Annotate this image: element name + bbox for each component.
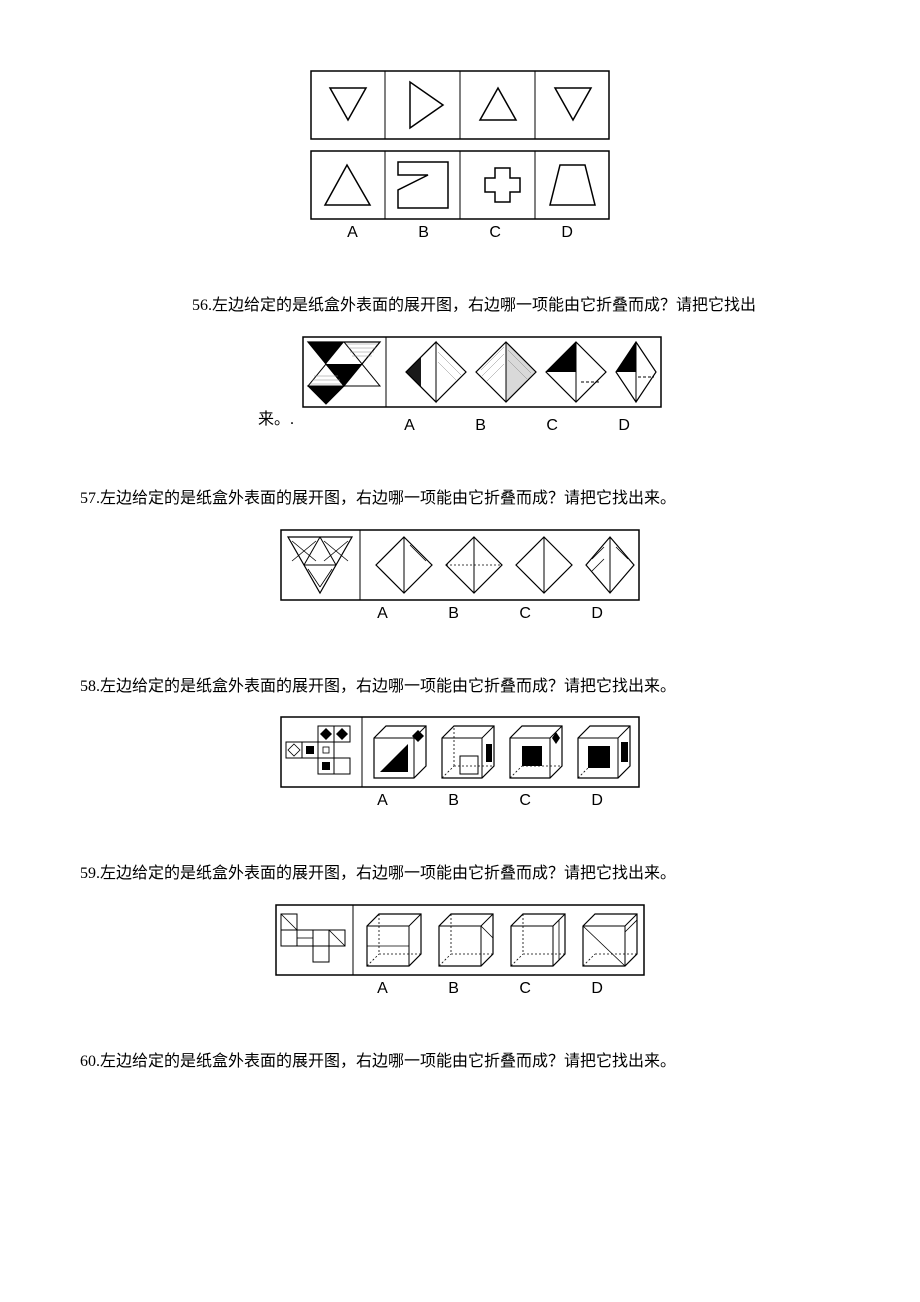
- q56-text: 56.左边给定的是纸盒外表面的展开图，右边哪一项能由它折叠而成？请把它找出: [80, 292, 840, 321]
- q58-label-a: A: [377, 792, 388, 810]
- q55-row2-svg: [310, 150, 610, 220]
- q58-figure: A B C D: [80, 716, 840, 810]
- q57-label-d: D: [591, 605, 603, 623]
- q56-label-a: A: [404, 417, 415, 435]
- q59-figure: A B C D: [80, 904, 840, 998]
- q59-label-b: B: [448, 980, 459, 998]
- q60-number: 60.: [80, 1053, 100, 1070]
- question-59: 59.左边给定的是纸盒外表面的展开图，右边哪一项能由它折叠而成？请把它找出来。: [80, 860, 840, 998]
- question-58: 58.左边给定的是纸盒外表面的展开图，右边哪一项能由它折叠而成？请把它找出来。: [80, 673, 840, 811]
- q57-figure: A B C D: [80, 529, 840, 623]
- q56-text-part1: 左边给定的是纸盒外表面的展开图，右边哪一项能由它折叠而成？请把它找出: [212, 297, 756, 314]
- q58-label-b: B: [448, 792, 459, 810]
- q56-labels: A B C D: [372, 417, 662, 435]
- q59-number: 59.: [80, 865, 100, 882]
- q57-number: 57.: [80, 490, 100, 507]
- q59-labels: A B C D: [140, 980, 840, 998]
- q56-label-c: C: [546, 417, 558, 435]
- q58-text-body: 左边给定的是纸盒外表面的展开图，右边哪一项能由它折叠而成？请把它找出来。: [100, 678, 676, 695]
- q56-text-part2: 来。.: [258, 405, 294, 435]
- q57-label-c: C: [519, 605, 531, 623]
- question-55-figure-block: A B C D: [80, 70, 840, 242]
- question-60: 60.左边给定的是纸盒外表面的展开图，右边哪一项能由它折叠而成？请把它找出来。: [80, 1048, 840, 1077]
- q55-row1-svg: [310, 70, 610, 140]
- q59-text-body: 左边给定的是纸盒外表面的展开图，右边哪一项能由它折叠而成？请把它找出来。: [100, 865, 676, 882]
- q59-label-c: C: [519, 980, 531, 998]
- q55-label-a: A: [347, 224, 358, 242]
- q58-svg: [280, 716, 640, 788]
- q55-figure: A B C D: [80, 70, 840, 242]
- q57-text-body: 左边给定的是纸盒外表面的展开图，右边哪一项能由它折叠而成？请把它找出来。: [100, 490, 676, 507]
- q56-label-b: B: [475, 417, 486, 435]
- question-57: 57.左边给定的是纸盒外表面的展开图，右边哪一项能由它折叠而成？请把它找出来。: [80, 485, 840, 623]
- q58-label-d: D: [591, 792, 603, 810]
- q55-label-c: C: [489, 224, 501, 242]
- q56-number: 56.: [192, 297, 212, 314]
- q58-label-c: C: [519, 792, 531, 810]
- q56-figure-row: 来。.: [80, 336, 840, 435]
- q60-text: 60.左边给定的是纸盒外表面的展开图，右边哪一项能由它折叠而成？请把它找出来。: [80, 1048, 840, 1077]
- q58-labels: A B C D: [140, 792, 840, 810]
- q58-number: 58.: [80, 678, 100, 695]
- q55-label-d: D: [561, 224, 573, 242]
- q55-label-b: B: [418, 224, 429, 242]
- question-56: 56.左边给定的是纸盒外表面的展开图，右边哪一项能由它折叠而成？请把它找出 来。…: [80, 292, 840, 435]
- q59-svg: [275, 904, 645, 976]
- q59-label-d: D: [591, 980, 603, 998]
- q56-svg: [302, 336, 662, 408]
- q55-labels: A B C D: [80, 224, 840, 242]
- q57-label-a: A: [377, 605, 388, 623]
- q59-label-a: A: [377, 980, 388, 998]
- q56-label-d: D: [618, 417, 630, 435]
- q57-text: 57.左边给定的是纸盒外表面的展开图，右边哪一项能由它折叠而成？请把它找出来。: [80, 485, 840, 514]
- q59-text: 59.左边给定的是纸盒外表面的展开图，右边哪一项能由它折叠而成？请把它找出来。: [80, 860, 840, 889]
- q60-text-body: 左边给定的是纸盒外表面的展开图，右边哪一项能由它折叠而成？请把它找出来。: [100, 1053, 676, 1070]
- q57-labels: A B C D: [140, 605, 840, 623]
- q57-label-b: B: [448, 605, 459, 623]
- q57-svg: [280, 529, 640, 601]
- q58-text: 58.左边给定的是纸盒外表面的展开图，右边哪一项能由它折叠而成？请把它找出来。: [80, 673, 840, 702]
